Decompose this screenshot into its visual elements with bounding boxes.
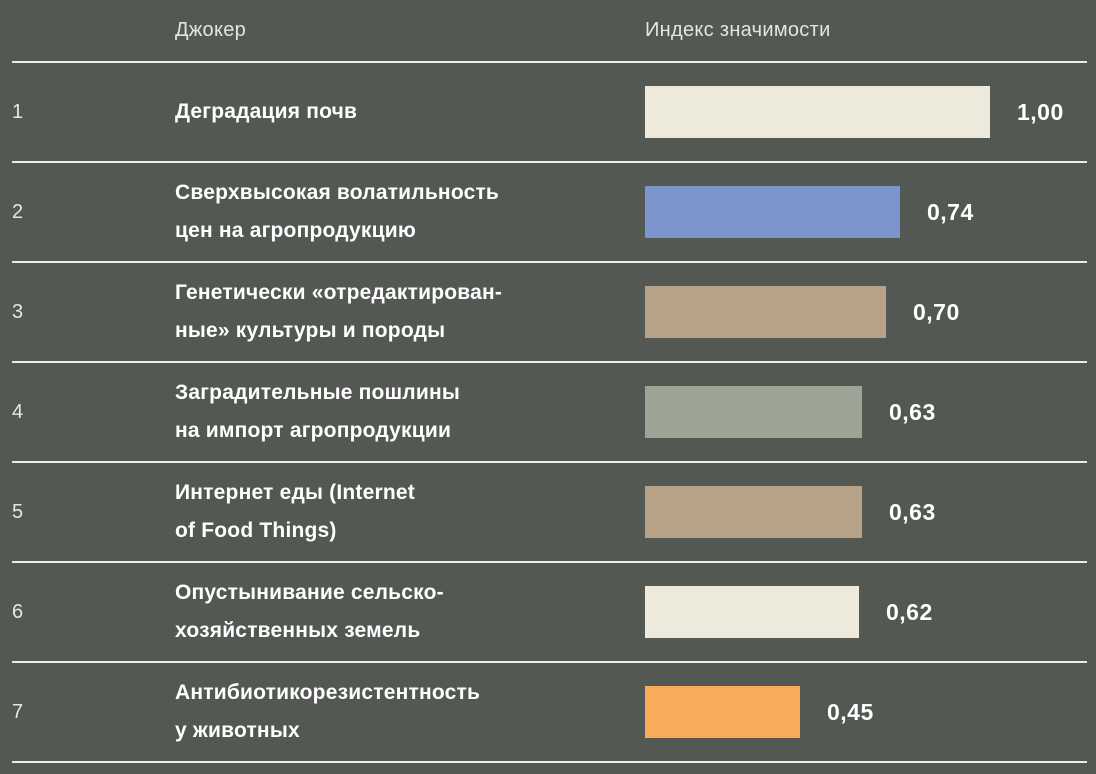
- table-row: 4 Заградительные пошлины на импорт агропр…: [12, 363, 1087, 463]
- significance-bar: [645, 686, 800, 738]
- row-number: 1: [12, 100, 24, 123]
- column-header-joker: Джокер: [175, 19, 247, 41]
- significance-bar: [645, 386, 862, 438]
- table-row: 2 Сверхвысокая волатильность цен на агроп…: [12, 163, 1087, 263]
- bar-value: 0,63: [889, 498, 936, 525]
- significance-bar: [645, 86, 990, 138]
- significance-bar: [645, 286, 886, 338]
- table-row: 1 Деградация почв 1,00: [12, 63, 1087, 163]
- table-row: 3 Генетически «отредактирован- ные» культ…: [12, 263, 1087, 363]
- significance-bar: [645, 586, 859, 638]
- bar-value: 0,62: [886, 598, 933, 625]
- bar-cell: 0,63: [645, 386, 1087, 438]
- bar-cell: 0,74: [645, 186, 1087, 238]
- bar-value: 0,70: [913, 298, 960, 325]
- row-label: Интернет еды (Internet of Food Things): [175, 481, 415, 542]
- bar-cell: 0,63: [645, 486, 1087, 538]
- table-body: 1 Деградация почв 1,00 2 Сверхвысокая волати…: [12, 63, 1087, 763]
- row-label: Деградация почв: [175, 100, 358, 123]
- bar-cell: 1,00: [645, 86, 1087, 138]
- row-label: Заградительные пошлины на импорт агропро…: [175, 381, 460, 442]
- bar-value: 0,74: [927, 198, 974, 225]
- row-number: 7: [12, 700, 24, 723]
- table-row: 5 Интернет еды (Internet of Food Things) 0…: [12, 463, 1087, 563]
- column-header-index: Индекс значимости: [645, 19, 831, 41]
- table-header: Джокер Индекс значимости: [12, 0, 1087, 63]
- table-row: 6 Опустынивание сельско- хозяйственных зе…: [12, 563, 1087, 663]
- table-row: 7 Антибиотикорезистентность у животных 0,4…: [12, 663, 1087, 763]
- bar-value: 0,45: [827, 698, 874, 725]
- significance-bar: [645, 186, 900, 238]
- row-number: 5: [12, 500, 24, 523]
- bar-cell: 0,70: [645, 286, 1087, 338]
- bar-value: 1,00: [1017, 98, 1064, 125]
- bar-cell: 0,62: [645, 586, 1087, 638]
- bar-value: 0,63: [889, 398, 936, 425]
- bar-cell: 0,45: [645, 686, 1087, 738]
- row-number: 6: [12, 600, 24, 623]
- significance-bar: [645, 486, 862, 538]
- row-label: Опустынивание сельско- хозяйственных зем…: [175, 581, 444, 642]
- row-label: Антибиотикорезистентность у животных: [175, 681, 481, 742]
- row-number: 2: [12, 200, 24, 223]
- row-number: 4: [12, 400, 24, 423]
- row-number: 3: [12, 300, 24, 323]
- row-label: Генетически «отредактирован- ные» культу…: [175, 281, 503, 342]
- row-label: Сверхвысокая волатильность цен на агропр…: [175, 181, 500, 242]
